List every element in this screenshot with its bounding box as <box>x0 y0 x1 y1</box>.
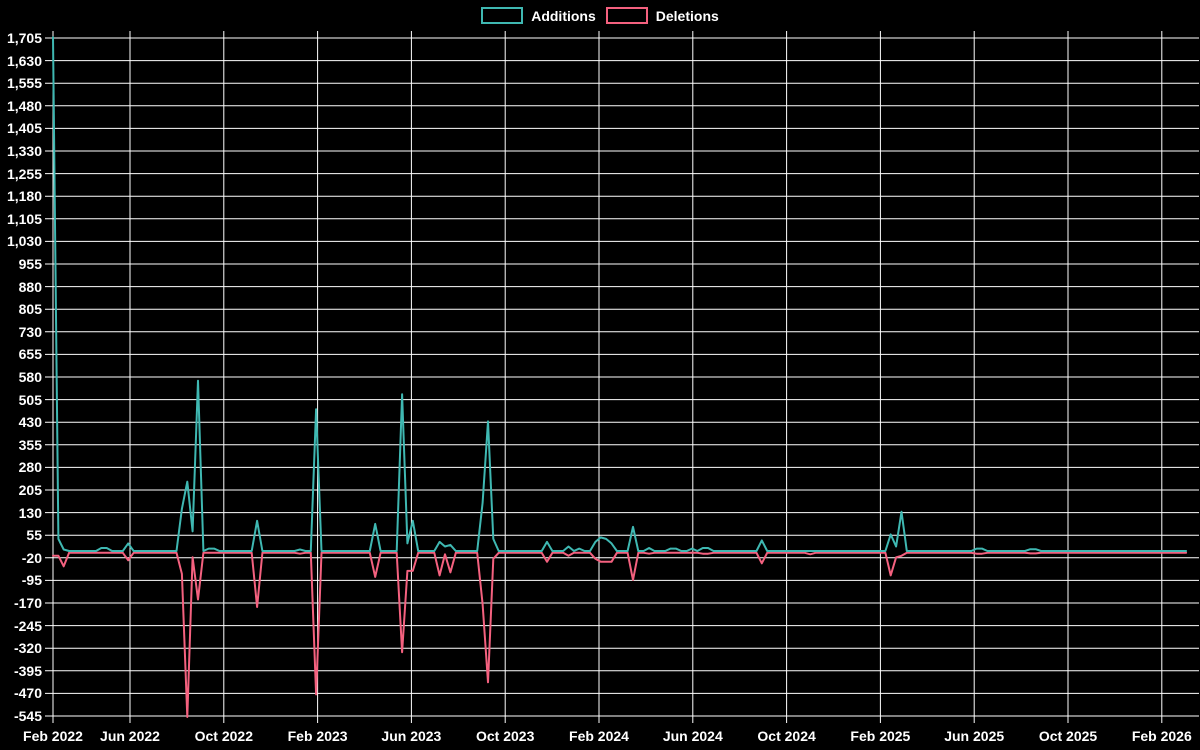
y-tick-label: 205 <box>18 482 42 498</box>
y-tick-label: 1,105 <box>6 210 42 227</box>
y-tick-label: 580 <box>18 369 42 385</box>
x-tick-label: Feb 2025 <box>850 728 911 744</box>
y-tick-label: 1,480 <box>6 97 42 114</box>
legend-item-additions[interactable]: Additions <box>481 7 596 24</box>
y-tick-label: 355 <box>18 436 42 453</box>
x-tick-label: Feb 2023 <box>287 728 348 744</box>
y-tick-label: 1,180 <box>6 188 42 205</box>
legend-label-additions: Additions <box>531 7 596 24</box>
y-tick-label: 430 <box>18 414 42 431</box>
additions-line <box>52 36 1188 552</box>
x-tick-label: Feb 2024 <box>569 728 629 744</box>
x-tick-label: Jun 2023 <box>381 728 442 744</box>
additions-swatch-icon <box>481 7 524 24</box>
x-tick-label: Jun 2025 <box>944 728 1005 744</box>
y-tick-label: -545 <box>13 708 42 724</box>
y-tick-label: -395 <box>13 662 42 679</box>
deletions-swatch-icon <box>605 7 648 24</box>
y-tick-label: 655 <box>18 346 42 363</box>
chart-legend: Additions Deletions <box>0 7 1200 24</box>
y-tick-label: 1,330 <box>6 143 42 159</box>
y-tick-label: 1,255 <box>6 165 42 182</box>
y-tick-label: 805 <box>18 301 42 318</box>
y-tick-label: 730 <box>18 323 42 340</box>
y-tick-label: 1,705 <box>6 30 42 46</box>
legend-item-deletions[interactable]: Deletions <box>605 7 719 24</box>
y-tick-label: -320 <box>13 640 42 657</box>
x-tick-label: Oct 2024 <box>757 728 816 744</box>
y-tick-label: -20 <box>21 549 42 566</box>
y-tick-label: 1,630 <box>6 52 42 69</box>
x-tick-label: Jun 2022 <box>100 728 160 744</box>
x-tick-label: Oct 2022 <box>194 728 253 744</box>
y-tick-label: 880 <box>18 278 42 295</box>
y-tick-label: 1,030 <box>6 233 42 250</box>
y-tick-label: 130 <box>18 504 42 521</box>
y-tick-label: -95 <box>21 572 42 589</box>
y-tick-label: -245 <box>13 617 42 634</box>
legend-label-deletions: Deletions <box>655 7 719 24</box>
y-tick-label: 505 <box>18 391 42 408</box>
y-tick-label: 1,405 <box>6 120 42 137</box>
y-tick-label: -170 <box>13 595 42 611</box>
y-tick-label: 1,555 <box>6 75 42 92</box>
x-tick-label: Jun 2024 <box>662 728 723 744</box>
x-tick-label: Feb 2026 <box>1131 728 1192 744</box>
x-tick-label: Oct 2023 <box>476 728 535 744</box>
x-tick-label: Feb 2022 <box>23 728 83 744</box>
y-tick-label: 55 <box>26 527 42 544</box>
y-tick-label: -470 <box>13 685 42 702</box>
y-tick-label: 955 <box>18 256 42 272</box>
y-tick-label: 280 <box>18 459 42 476</box>
deletions-line <box>52 551 1188 718</box>
x-tick-label: Oct 2025 <box>1038 728 1098 744</box>
